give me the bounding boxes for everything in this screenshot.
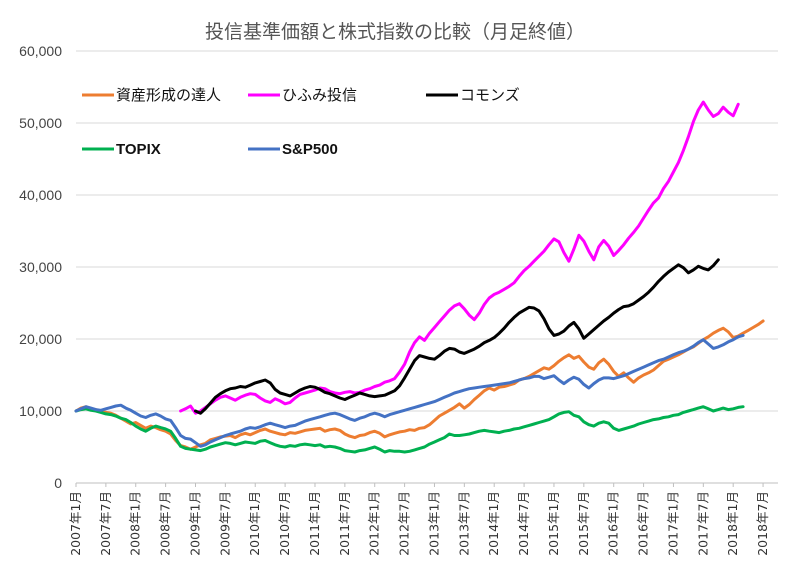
y-tick-label: 20,000 bbox=[19, 331, 62, 347]
series-line-3 bbox=[74, 405, 745, 454]
series-line-4 bbox=[74, 333, 745, 448]
x-tick-label: 2012年7月 bbox=[397, 491, 412, 556]
series-lines bbox=[74, 100, 765, 454]
legend-label: TOPIX bbox=[116, 141, 161, 158]
legend-label: S&P500 bbox=[282, 141, 338, 158]
x-tick-label: 2008年1月 bbox=[128, 491, 143, 556]
x-tick-label: 2010年1月 bbox=[247, 491, 262, 556]
x-tick-label: 2007年1月 bbox=[68, 491, 83, 556]
y-tick-label: 0 bbox=[54, 475, 62, 491]
x-tick-label: 2013年7月 bbox=[456, 491, 471, 556]
x-tick-label: 2015年7月 bbox=[576, 491, 591, 556]
series-line-1 bbox=[179, 100, 740, 415]
x-tick-label: 2009年7月 bbox=[217, 491, 232, 556]
x-tick-label: 2018年1月 bbox=[725, 491, 740, 556]
x-tick-label: 2013年1月 bbox=[426, 491, 441, 556]
legend: 資産形成の達人 ひふみ投信 コモンズ TOPIX S&P500 bbox=[82, 86, 520, 158]
series-line-0 bbox=[74, 319, 765, 451]
x-tick-label: 2014年7月 bbox=[516, 491, 531, 556]
chart-title: 投信基準価額と株式指数の比較（月足終値） bbox=[205, 21, 585, 43]
x-tick-label: 2008年7月 bbox=[158, 491, 173, 556]
x-tick-label: 2017年1月 bbox=[665, 491, 680, 556]
series-line-2 bbox=[194, 258, 720, 415]
y-tick-label: 40,000 bbox=[19, 187, 62, 203]
y-axis-ticks: 0 10,000 20,000 30,000 40,000 50,000 60,000 bbox=[19, 43, 62, 491]
x-tick-label: 2015年1月 bbox=[546, 491, 561, 556]
x-tick-label: 2014年1月 bbox=[486, 491, 501, 556]
y-tick-label: 10,000 bbox=[19, 403, 62, 419]
x-tick-label: 2011年7月 bbox=[337, 491, 352, 556]
legend-label: コモンズ bbox=[460, 86, 520, 104]
y-tick-label: 50,000 bbox=[19, 115, 62, 131]
x-tick-label: 2010年7月 bbox=[277, 491, 292, 556]
x-axis-ticks: 2007年1月 2007年7月 2008年1月 2008年7月 2009年1月 2009年… bbox=[68, 483, 770, 556]
gridlines bbox=[76, 50, 778, 484]
legend-label: ひふみ投信 bbox=[282, 86, 357, 104]
legend-label: 資産形成の達人 bbox=[116, 86, 221, 104]
x-tick-label: 2018年7月 bbox=[755, 491, 770, 556]
x-tick-label: 2017年7月 bbox=[695, 491, 710, 556]
y-tick-label: 60,000 bbox=[19, 43, 62, 59]
x-tick-label: 2016年1月 bbox=[606, 491, 621, 556]
x-tick-label: 2011年1月 bbox=[307, 491, 322, 556]
x-tick-label: 2009年1月 bbox=[187, 491, 202, 556]
x-tick-label: 2012年1月 bbox=[367, 491, 382, 556]
x-tick-label: 2007年7月 bbox=[98, 491, 113, 556]
y-tick-label: 30,000 bbox=[19, 259, 62, 275]
x-tick-label: 2016年7月 bbox=[636, 491, 651, 556]
